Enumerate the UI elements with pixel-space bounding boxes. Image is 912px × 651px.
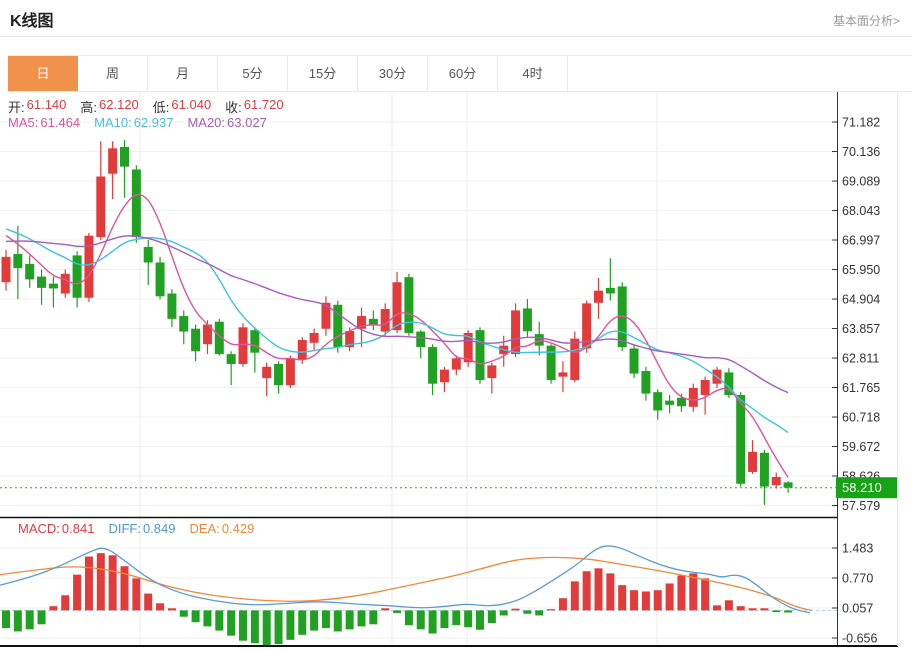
ohlc-close: 收: 61.720: [225, 97, 284, 115]
ma20-readout: MA20: 63.027: [187, 115, 267, 130]
axis-tick-label: 1.483: [842, 541, 873, 555]
axis-tick-label: 59.672: [842, 440, 880, 454]
tab-7[interactable]: 4时: [498, 56, 568, 91]
axis-tick-label: 70.136: [842, 145, 880, 159]
tab-3[interactable]: 5分: [218, 56, 288, 91]
ma5-readout: MA5: 61.464: [8, 115, 81, 130]
axis-tick-label: 0.057: [842, 602, 873, 616]
axis-tick-label: 0.770: [842, 571, 873, 585]
axis-tick-label: 62.811: [842, 352, 879, 366]
ohlc-low: 低: 61.040: [152, 97, 212, 115]
axis-tick-label: 57.579: [842, 499, 880, 513]
ma-readout: MA5: 61.464 MA10: 62.937 MA20: 63.027: [8, 115, 267, 130]
candlesticks: [1, 139, 793, 505]
axis-tick-label: 71.182: [842, 116, 880, 130]
axis-tick-label: 61.765: [842, 381, 880, 395]
axis-tick-label: 64.904: [842, 293, 880, 307]
ma20-line: [5, 235, 789, 394]
ohlc-high: 高: 62.120: [80, 97, 139, 115]
axis-tick-label: 68.043: [842, 204, 880, 218]
ma10-line: [5, 228, 789, 434]
tab-6[interactable]: 60分: [428, 56, 498, 91]
ohlc-open: 开: 61.140: [8, 97, 67, 115]
fundamental-analysis-link[interactable]: 基本面分析>: [832, 14, 900, 28]
diff-readout: DIFF: 0.849: [108, 521, 176, 536]
tab-5[interactable]: 30分: [358, 56, 428, 91]
tab-2[interactable]: 月: [148, 56, 218, 91]
interval-tabs: 日周月 5分 15分 30分 60分 4时: [8, 55, 912, 92]
ma5-line: [5, 194, 789, 478]
axis-tick-label: -0.656: [842, 632, 877, 646]
price-axis: 71.182 70.136 69.089 68.043 66.997 65.950 64.9…: [832, 92, 898, 646]
ohlc-readout: 开: 61.140 高: 62.120 低: 61.040 收: 61.720: [8, 97, 284, 116]
dea-readout: DEA: 0.429: [189, 521, 255, 536]
main-chart[interactable]: [0, 92, 837, 646]
last-price-badge: [836, 477, 898, 499]
diff-line: [0, 545, 811, 614]
macd-readout: MACD: 0.841: [18, 521, 95, 536]
axis-tick-label: 66.997: [842, 234, 880, 248]
last-price-badge-label: 58.210: [842, 480, 882, 495]
axis-tick-label: 63.857: [842, 322, 880, 336]
macd-readout: MACD: 0.841 DIFF: 0.849 DEA: 0.429: [18, 521, 254, 536]
tab-4[interactable]: 15分: [288, 56, 358, 91]
ma10-readout: MA10: 62.937: [94, 115, 174, 130]
tab-1[interactable]: 周: [78, 56, 148, 91]
dea-line: [0, 556, 813, 612]
header-divider: [0, 36, 912, 37]
axis-tick-label: 69.089: [842, 175, 880, 189]
axis-tick-label: 65.950: [842, 263, 880, 277]
macd-chart[interactable]: [0, 545, 837, 647]
tab-0[interactable]: 日: [8, 56, 78, 91]
macd-histogram: [2, 553, 793, 647]
axis-tick-label: 60.718: [842, 411, 880, 425]
page-title: K线图: [10, 13, 54, 30]
